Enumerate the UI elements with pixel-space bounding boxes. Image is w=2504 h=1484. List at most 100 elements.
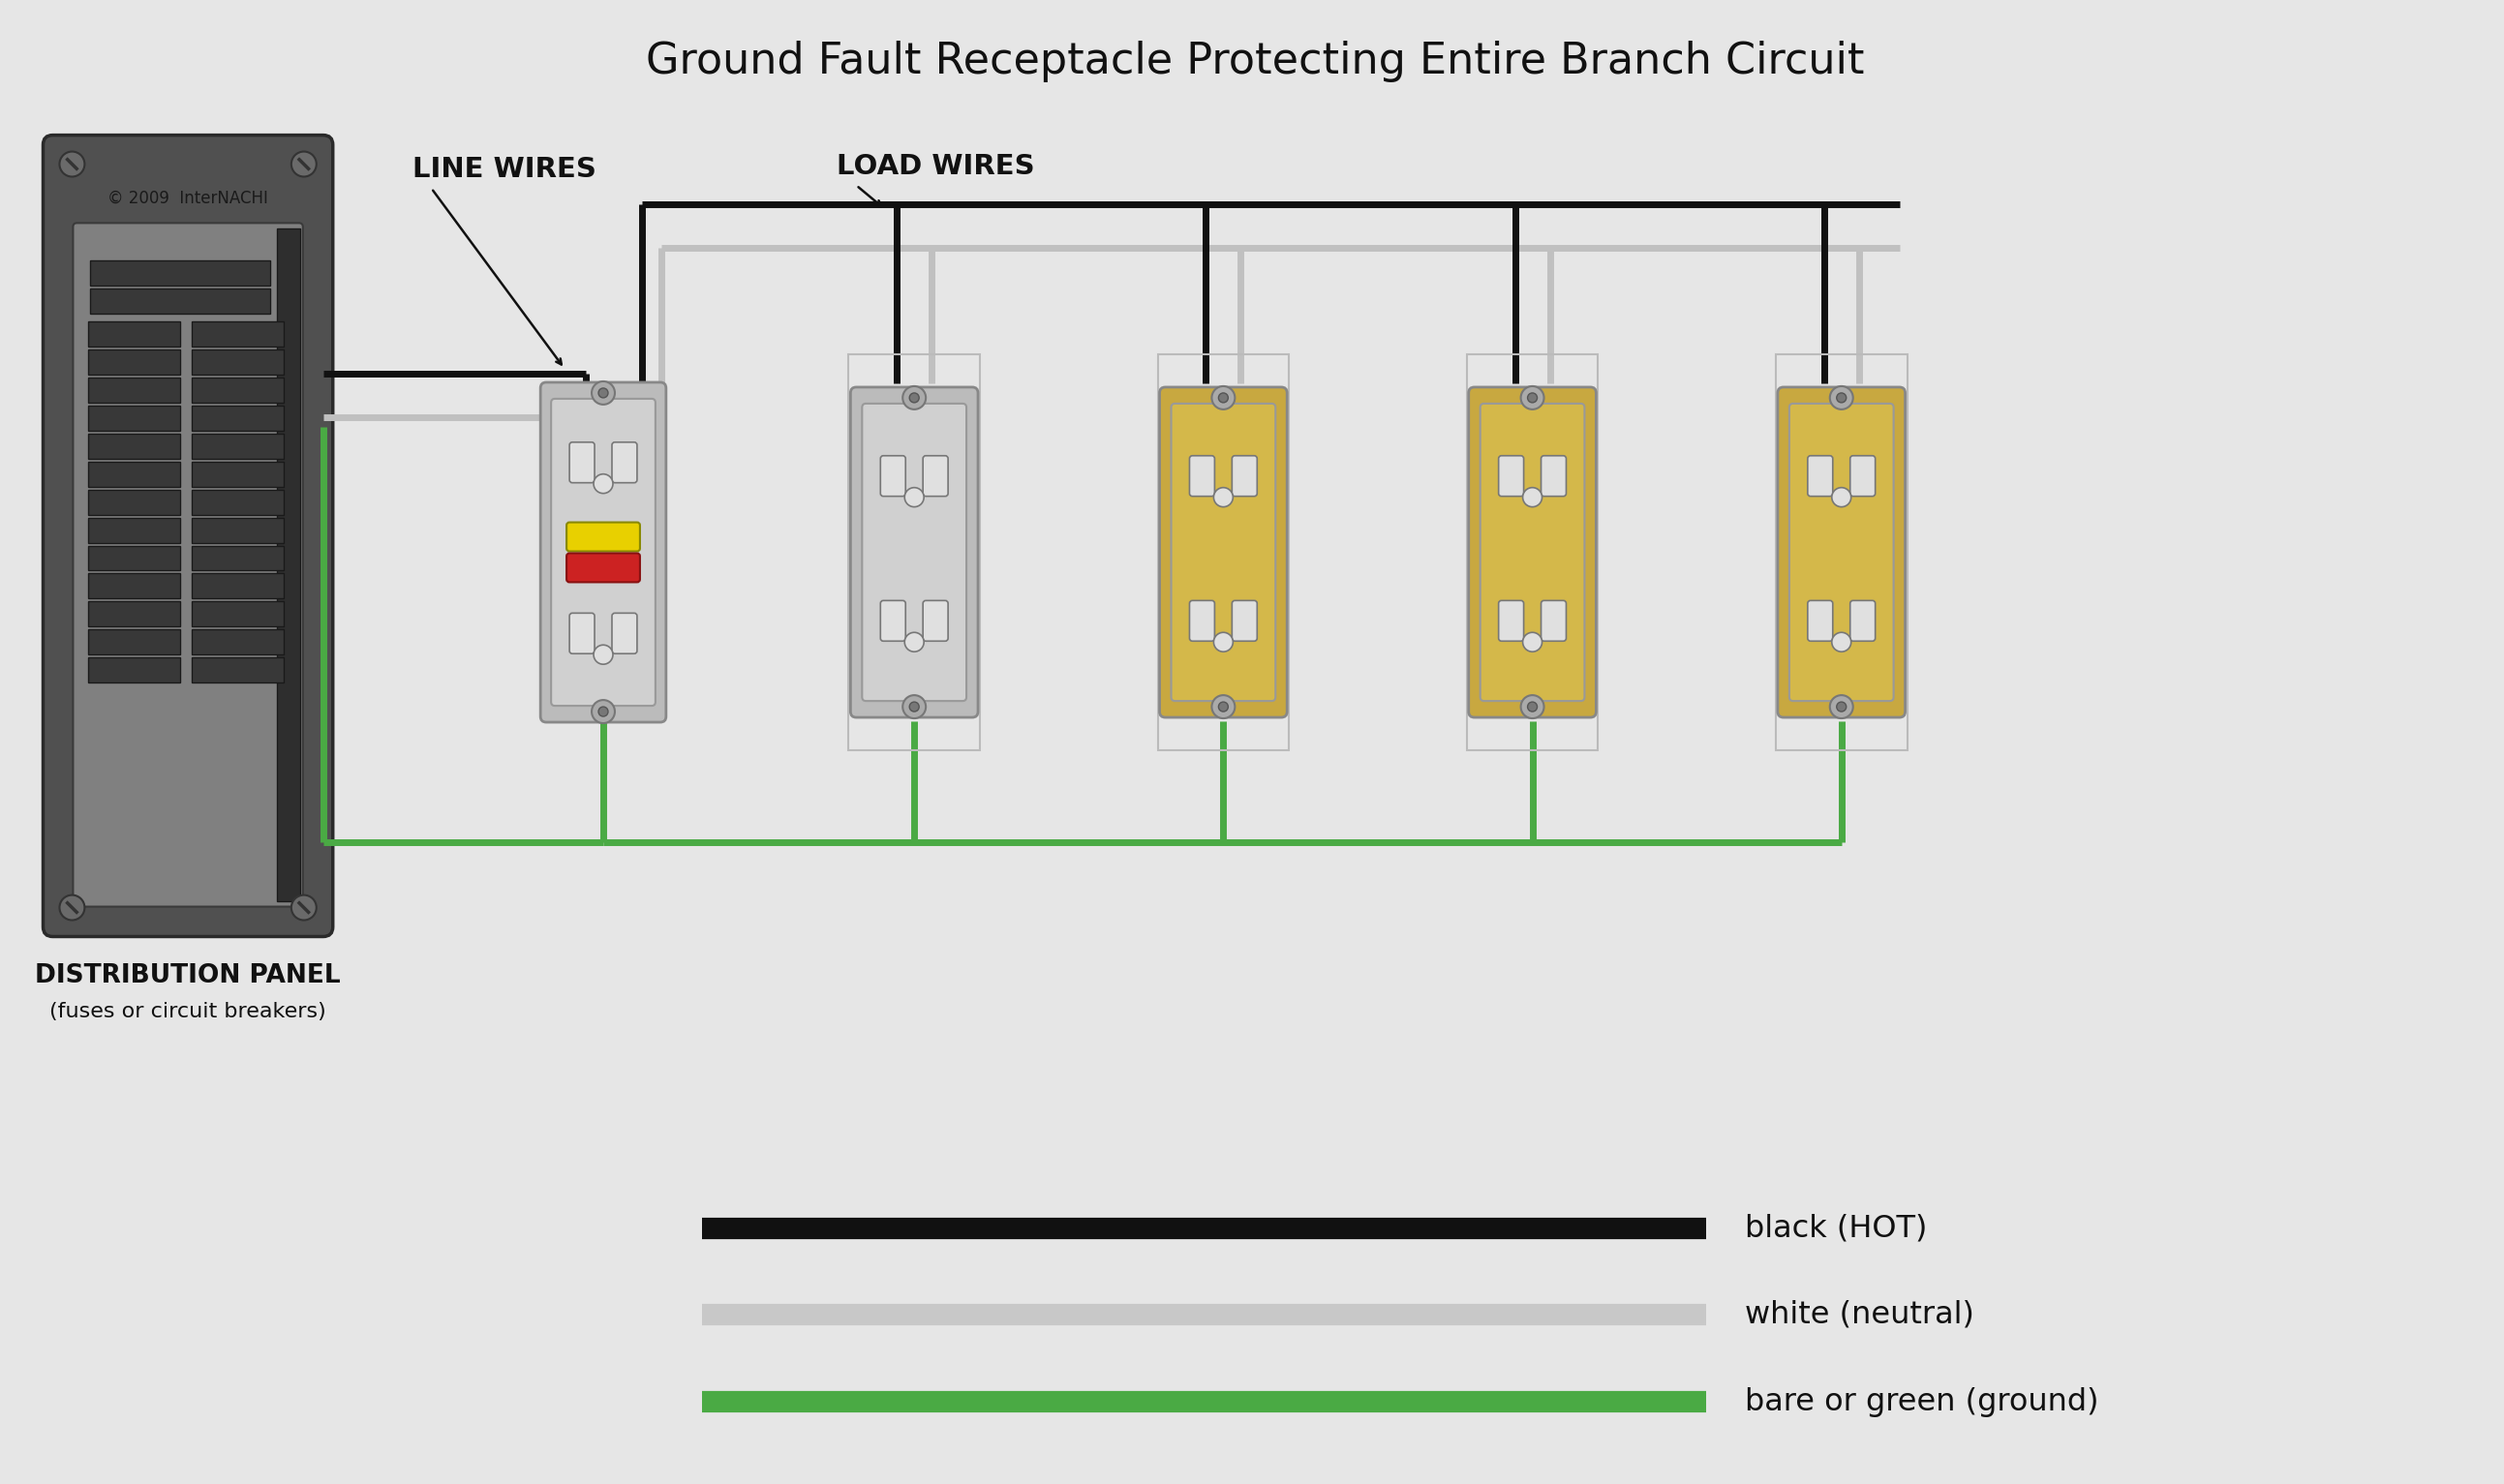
FancyBboxPatch shape: [1850, 456, 1875, 496]
FancyBboxPatch shape: [881, 601, 906, 641]
Circle shape: [904, 632, 924, 651]
Bar: [193, 433, 283, 459]
Bar: [88, 350, 180, 374]
Circle shape: [904, 488, 924, 508]
Bar: [193, 546, 283, 571]
Text: LINE WIRES: LINE WIRES: [413, 156, 596, 184]
FancyBboxPatch shape: [73, 223, 303, 907]
Bar: [849, 355, 979, 751]
Circle shape: [598, 389, 608, 398]
FancyBboxPatch shape: [924, 456, 949, 496]
Circle shape: [1833, 488, 1850, 508]
Circle shape: [290, 151, 316, 177]
FancyBboxPatch shape: [861, 404, 967, 700]
Circle shape: [593, 646, 613, 665]
Bar: [1775, 355, 1908, 751]
Bar: [193, 573, 283, 598]
FancyBboxPatch shape: [1172, 404, 1275, 700]
Bar: [88, 573, 180, 598]
Circle shape: [1527, 393, 1537, 402]
FancyBboxPatch shape: [1232, 456, 1257, 496]
Circle shape: [1835, 393, 1845, 402]
Bar: [193, 601, 283, 626]
FancyBboxPatch shape: [1808, 601, 1833, 641]
FancyBboxPatch shape: [1790, 404, 1893, 700]
FancyBboxPatch shape: [1540, 601, 1565, 641]
FancyBboxPatch shape: [541, 383, 666, 723]
Text: bare or green (ground): bare or green (ground): [1745, 1388, 2098, 1417]
Bar: [88, 490, 180, 515]
Text: © 2009  InterNACHI: © 2009 InterNACHI: [108, 188, 268, 206]
Bar: [193, 322, 283, 347]
FancyBboxPatch shape: [851, 387, 979, 717]
Circle shape: [290, 895, 316, 920]
Bar: [90, 289, 270, 313]
FancyBboxPatch shape: [551, 399, 656, 706]
FancyBboxPatch shape: [1850, 601, 1875, 641]
Bar: [88, 433, 180, 459]
Bar: [193, 405, 283, 430]
Circle shape: [901, 695, 926, 718]
FancyBboxPatch shape: [1189, 456, 1214, 496]
Text: black (HOT): black (HOT): [1745, 1212, 1928, 1244]
Bar: [88, 546, 180, 571]
FancyBboxPatch shape: [1540, 456, 1565, 496]
Circle shape: [1833, 632, 1850, 651]
FancyBboxPatch shape: [1232, 601, 1257, 641]
Bar: [88, 601, 180, 626]
Bar: [88, 518, 180, 543]
Circle shape: [1219, 393, 1227, 402]
FancyBboxPatch shape: [43, 135, 333, 936]
Circle shape: [909, 393, 919, 402]
Bar: [1467, 355, 1598, 751]
Bar: [193, 490, 283, 515]
Circle shape: [60, 895, 85, 920]
Circle shape: [598, 706, 608, 717]
Circle shape: [60, 151, 85, 177]
Text: LOAD WIRES: LOAD WIRES: [836, 153, 1034, 181]
Circle shape: [1522, 632, 1542, 651]
FancyBboxPatch shape: [924, 601, 949, 641]
Bar: [193, 350, 283, 374]
Bar: [88, 377, 180, 402]
Bar: [278, 229, 300, 901]
Circle shape: [1835, 702, 1845, 712]
Circle shape: [1830, 386, 1853, 410]
FancyBboxPatch shape: [611, 613, 636, 653]
FancyBboxPatch shape: [566, 554, 641, 582]
Bar: [193, 518, 283, 543]
Bar: [1157, 355, 1290, 751]
Bar: [88, 462, 180, 487]
Circle shape: [909, 702, 919, 712]
Circle shape: [1830, 695, 1853, 718]
Text: (fuses or circuit breakers): (fuses or circuit breakers): [50, 1002, 326, 1021]
Circle shape: [1212, 695, 1234, 718]
FancyBboxPatch shape: [566, 522, 641, 551]
Circle shape: [591, 381, 616, 405]
Circle shape: [1520, 695, 1545, 718]
FancyBboxPatch shape: [568, 442, 593, 482]
Circle shape: [1214, 632, 1232, 651]
Text: DISTRIBUTION PANEL: DISTRIBUTION PANEL: [35, 963, 341, 988]
Bar: [193, 657, 283, 683]
FancyBboxPatch shape: [1159, 387, 1287, 717]
FancyBboxPatch shape: [1189, 601, 1214, 641]
Bar: [193, 462, 283, 487]
Circle shape: [1212, 386, 1234, 410]
FancyBboxPatch shape: [1470, 387, 1595, 717]
Circle shape: [1214, 488, 1232, 508]
Text: white (neutral): white (neutral): [1745, 1300, 1973, 1330]
Circle shape: [1219, 702, 1227, 712]
FancyBboxPatch shape: [1480, 404, 1585, 700]
Bar: [88, 657, 180, 683]
FancyBboxPatch shape: [568, 613, 593, 653]
Circle shape: [591, 700, 616, 723]
Text: Ground Fault Receptacle Protecting Entire Branch Circuit: Ground Fault Receptacle Protecting Entir…: [646, 42, 1865, 83]
Bar: [88, 322, 180, 347]
Bar: [88, 629, 180, 654]
Bar: [90, 261, 270, 286]
FancyBboxPatch shape: [1497, 601, 1525, 641]
FancyBboxPatch shape: [1778, 387, 1906, 717]
Bar: [193, 629, 283, 654]
Circle shape: [593, 473, 613, 493]
